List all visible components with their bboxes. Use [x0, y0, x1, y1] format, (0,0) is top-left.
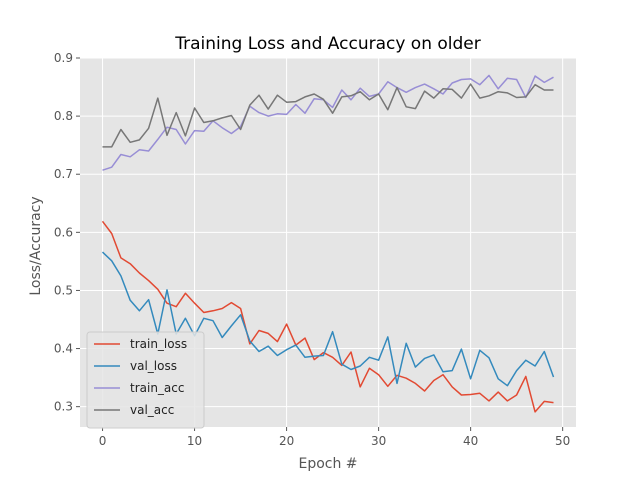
legend-label-val_loss: val_loss — [130, 359, 177, 373]
y-tick-label-1: 0.4 — [54, 342, 73, 356]
x-tick-label-5: 50 — [555, 434, 570, 448]
y-tick-label-5: 0.8 — [54, 109, 73, 123]
y-axis-label: Loss/Accuracy — [28, 196, 44, 295]
series-line-train_acc — [102, 74, 554, 171]
y-tick-label-3: 0.6 — [54, 225, 73, 239]
legend: train_loss val_loss train_acc val_acc — [86, 331, 205, 429]
legend-label-train_loss: train_loss — [130, 337, 187, 351]
x-tick-label-4: 40 — [463, 434, 478, 448]
series-line-val_acc — [102, 83, 554, 148]
axis-ticks: 0 10 20 30 40 50 0.3 0.4 0.5 0.6 0.7 0.8 0.9 — [54, 51, 570, 448]
x-tick-label-2: 20 — [279, 434, 294, 448]
legend-label-train_acc: train_acc — [130, 381, 184, 395]
y-tick-label-6: 0.9 — [54, 51, 73, 65]
x-tick-label-0: 0 — [99, 434, 107, 448]
legend-label-val_acc: val_acc — [130, 403, 174, 417]
y-tick-label-2: 0.5 — [54, 283, 73, 297]
y-tick-label-4: 0.7 — [54, 167, 73, 181]
x-axis-label: Epoch # — [298, 456, 357, 472]
x-tick-label-3: 30 — [371, 434, 386, 448]
y-tick-label-0: 0.3 — [54, 400, 73, 414]
chart-title: Training Loss and Accuracy on older — [174, 34, 481, 54]
series-line-val_loss — [101, 251, 555, 387]
legend-box — [86, 331, 205, 429]
series-line-train_loss — [101, 220, 554, 413]
series-lines — [101, 74, 555, 413]
x-tick-label-1: 10 — [187, 434, 202, 448]
